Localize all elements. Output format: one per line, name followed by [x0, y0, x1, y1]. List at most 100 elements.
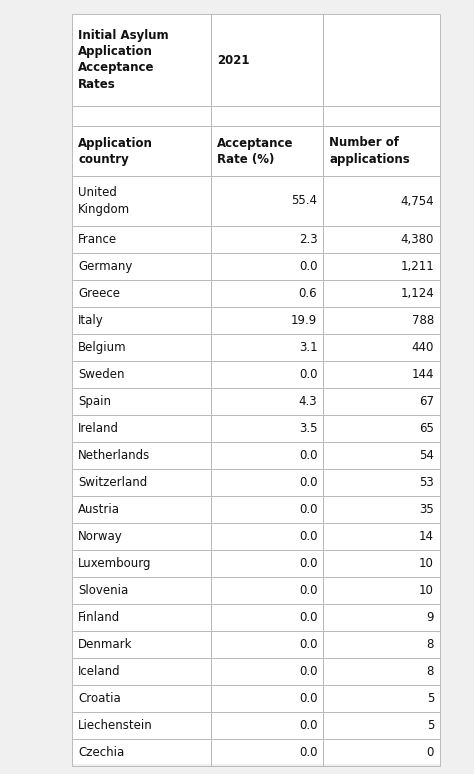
Bar: [323, 685, 440, 712]
Text: 55.4: 55.4: [292, 194, 317, 207]
Text: Norway: Norway: [78, 530, 123, 543]
Text: Ireland: Ireland: [78, 422, 119, 435]
Text: 10: 10: [419, 584, 434, 597]
Text: 0.0: 0.0: [299, 557, 317, 570]
Text: 0.0: 0.0: [299, 665, 317, 678]
Text: 67: 67: [419, 395, 434, 408]
Text: 0.0: 0.0: [299, 368, 317, 381]
Bar: [323, 577, 440, 604]
Bar: [211, 604, 323, 631]
Bar: [211, 307, 323, 334]
Bar: [72, 442, 211, 469]
Bar: [211, 631, 323, 658]
Text: 1,211: 1,211: [400, 260, 434, 273]
Bar: [323, 106, 440, 126]
Bar: [211, 126, 323, 176]
Text: France: France: [78, 233, 117, 246]
Text: 788: 788: [412, 314, 434, 327]
Bar: [323, 631, 440, 658]
Text: Application
country: Application country: [78, 136, 153, 166]
Text: 8: 8: [427, 665, 434, 678]
Text: Number of
applications: Number of applications: [329, 136, 410, 166]
Bar: [211, 739, 323, 766]
Bar: [72, 14, 440, 764]
Bar: [72, 550, 211, 577]
Text: Liechenstein: Liechenstein: [78, 719, 153, 732]
Text: Germany: Germany: [78, 260, 132, 273]
Text: 0.0: 0.0: [299, 530, 317, 543]
Bar: [323, 307, 440, 334]
Bar: [323, 550, 440, 577]
Text: Belgium: Belgium: [78, 341, 127, 354]
Bar: [211, 685, 323, 712]
Bar: [72, 361, 211, 388]
Text: 19.9: 19.9: [291, 314, 317, 327]
Bar: [323, 176, 440, 226]
Bar: [72, 126, 211, 176]
Bar: [72, 226, 211, 253]
Text: Spain: Spain: [78, 395, 111, 408]
Bar: [323, 280, 440, 307]
Text: Czechia: Czechia: [78, 746, 124, 759]
Text: 0: 0: [427, 746, 434, 759]
Bar: [211, 14, 323, 106]
Text: 0.0: 0.0: [299, 746, 317, 759]
Text: 144: 144: [411, 368, 434, 381]
Text: Initial Asylum
Application
Acceptance
Rates: Initial Asylum Application Acceptance Ra…: [78, 29, 169, 91]
Bar: [211, 280, 323, 307]
Text: 5: 5: [427, 692, 434, 705]
Bar: [211, 442, 323, 469]
Text: United
Kingdom: United Kingdom: [78, 187, 130, 215]
Text: 0.0: 0.0: [299, 638, 317, 651]
Bar: [323, 739, 440, 766]
Bar: [72, 106, 211, 126]
Text: 53: 53: [419, 476, 434, 489]
Bar: [72, 658, 211, 685]
Bar: [72, 631, 211, 658]
Text: 0.0: 0.0: [299, 719, 317, 732]
Text: 0.0: 0.0: [299, 476, 317, 489]
Bar: [72, 14, 211, 106]
Text: 0.0: 0.0: [299, 260, 317, 273]
Bar: [211, 176, 323, 226]
Text: Switzerland: Switzerland: [78, 476, 147, 489]
Text: 2.3: 2.3: [299, 233, 317, 246]
Bar: [72, 577, 211, 604]
Text: 4,754: 4,754: [401, 194, 434, 207]
Bar: [72, 307, 211, 334]
Bar: [323, 658, 440, 685]
Bar: [211, 577, 323, 604]
Bar: [211, 388, 323, 415]
Text: Croatia: Croatia: [78, 692, 121, 705]
Bar: [211, 496, 323, 523]
Bar: [72, 685, 211, 712]
Text: Greece: Greece: [78, 287, 120, 300]
Bar: [211, 361, 323, 388]
Text: Finland: Finland: [78, 611, 120, 624]
Text: 5: 5: [427, 719, 434, 732]
Text: 65: 65: [419, 422, 434, 435]
Bar: [72, 388, 211, 415]
Bar: [72, 280, 211, 307]
Bar: [72, 253, 211, 280]
Bar: [323, 712, 440, 739]
Bar: [211, 712, 323, 739]
Bar: [323, 253, 440, 280]
Text: 0.0: 0.0: [299, 584, 317, 597]
Bar: [72, 739, 211, 766]
Bar: [323, 496, 440, 523]
Text: Luxembourg: Luxembourg: [78, 557, 152, 570]
Bar: [72, 176, 211, 226]
Bar: [72, 496, 211, 523]
Bar: [211, 253, 323, 280]
Text: Acceptance
Rate (%): Acceptance Rate (%): [217, 136, 293, 166]
Text: Iceland: Iceland: [78, 665, 120, 678]
Bar: [323, 469, 440, 496]
Text: 35: 35: [419, 503, 434, 516]
Text: 54: 54: [419, 449, 434, 462]
Text: 14: 14: [419, 530, 434, 543]
Text: Sweden: Sweden: [78, 368, 125, 381]
Bar: [323, 14, 440, 106]
Text: 0.0: 0.0: [299, 611, 317, 624]
Bar: [323, 126, 440, 176]
